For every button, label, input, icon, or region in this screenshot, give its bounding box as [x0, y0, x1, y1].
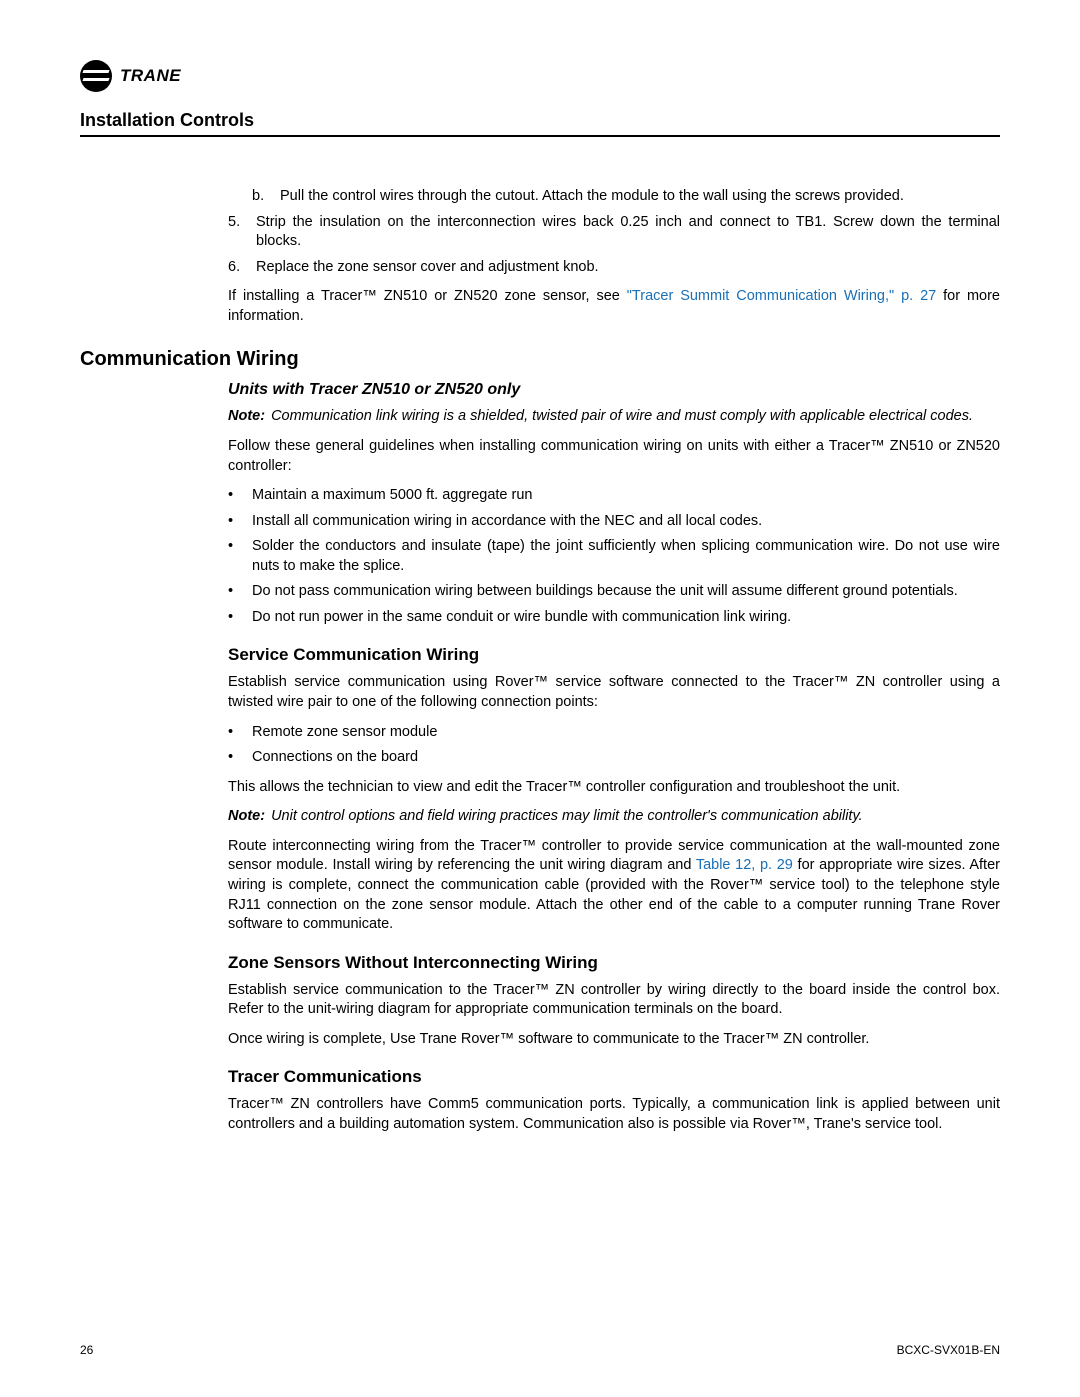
- continued-steps: b. Pull the control wires through the cu…: [228, 187, 1000, 277]
- subheading-units: Units with Tracer ZN510 or ZN520 only: [228, 381, 1000, 399]
- note-body: Unit control options and field wiring pr…: [271, 807, 863, 827]
- paragraph: Route interconnecting wiring from the Tr…: [228, 837, 1000, 935]
- document-id: BCXC-SVX01B-EN: [897, 1343, 1000, 1357]
- paragraph: This allows the technician to view and e…: [228, 778, 1000, 798]
- intro-paragraph: If installing a Tracer™ ZN510 or ZN520 z…: [228, 287, 1000, 326]
- bullet-icon: •: [228, 537, 242, 576]
- list-item: • Remote zone sensor module: [228, 723, 1000, 743]
- page-footer: 26 BCXC-SVX01B-EN: [80, 1343, 1000, 1357]
- step-6: 6. Replace the zone sensor cover and adj…: [228, 258, 1000, 278]
- note-block: Note: Unit control options and field wir…: [228, 807, 1000, 827]
- list-item: • Do not run power in the same conduit or…: [228, 608, 1000, 628]
- list-item: • Connections on the board: [228, 748, 1000, 768]
- paragraph: Establish service communication using Ro…: [228, 673, 1000, 712]
- page-number: 26: [80, 1343, 93, 1357]
- heading-zone-sensors: Zone Sensors Without Interconnecting Wir…: [228, 953, 1000, 973]
- step-text: Pull the control wires through the cutou…: [280, 187, 904, 207]
- connection-points-list: • Remote zone sensor module • Connections …: [228, 723, 1000, 768]
- step-5: 5. Strip the insulation on the interconn…: [228, 213, 1000, 252]
- list-text: Do not pass communication wiring between…: [252, 582, 958, 602]
- list-text: Connections on the board: [252, 748, 418, 768]
- bullet-icon: •: [228, 486, 242, 506]
- brand-logo: TRANE: [80, 60, 1000, 92]
- bullet-icon: •: [228, 748, 242, 768]
- note-label: Note:: [228, 407, 265, 427]
- heading-communication-wiring: Communication Wiring: [80, 348, 1000, 371]
- list-text: Do not run power in the same conduit or …: [252, 608, 791, 628]
- bullet-icon: •: [228, 723, 242, 743]
- logo-text: TRANE: [120, 66, 181, 86]
- step-b: b. Pull the control wires through the cu…: [228, 187, 1000, 207]
- text: If installing a Tracer™ ZN510 or ZN520 z…: [228, 288, 627, 304]
- step-marker: b.: [252, 187, 270, 207]
- page-content: b. Pull the control wires through the cu…: [80, 187, 1000, 1134]
- list-item: • Do not pass communication wiring betwee…: [228, 582, 1000, 602]
- note-block: Note: Communication link wiring is a shi…: [228, 407, 1000, 427]
- note-body: Communication link wiring is a shielded,…: [271, 407, 973, 427]
- list-item: • Solder the conductors and insulate (tap…: [228, 537, 1000, 576]
- heading-service-comm: Service Communication Wiring: [228, 645, 1000, 665]
- paragraph: Tracer™ ZN controllers have Comm5 commun…: [228, 1095, 1000, 1134]
- list-text: Remote zone sensor module: [252, 723, 437, 743]
- list-text: Install all communication wiring in acco…: [252, 512, 762, 532]
- note-label: Note:: [228, 807, 265, 827]
- link-tracer-summit[interactable]: "Tracer Summit Communication Wiring," p.…: [627, 288, 936, 304]
- paragraph: Establish service communication to the T…: [228, 981, 1000, 1020]
- list-item: • Install all communication wiring in acc…: [228, 512, 1000, 532]
- bullet-icon: •: [228, 512, 242, 532]
- step-marker: 6.: [228, 258, 246, 278]
- list-text: Solder the conductors and insulate (tape…: [252, 537, 1000, 576]
- paragraph: Once wiring is complete, Use Trane Rover…: [228, 1030, 1000, 1050]
- list-item: • Maintain a maximum 5000 ft. aggregate r…: [228, 486, 1000, 506]
- guideline-list: • Maintain a maximum 5000 ft. aggregate r…: [228, 486, 1000, 627]
- step-marker: 5.: [228, 213, 246, 252]
- step-text: Strip the insulation on the interconnect…: [256, 213, 1000, 252]
- step-text: Replace the zone sensor cover and adjust…: [256, 258, 599, 278]
- paragraph: Follow these general guidelines when ins…: [228, 437, 1000, 476]
- link-table-12[interactable]: Table 12, p. 29: [696, 857, 793, 873]
- list-text: Maintain a maximum 5000 ft. aggregate ru…: [252, 486, 532, 506]
- bullet-icon: •: [228, 608, 242, 628]
- section-header: Installation Controls: [80, 110, 1000, 137]
- logo-icon: [80, 60, 112, 92]
- bullet-icon: •: [228, 582, 242, 602]
- heading-tracer-comm: Tracer Communications: [228, 1067, 1000, 1087]
